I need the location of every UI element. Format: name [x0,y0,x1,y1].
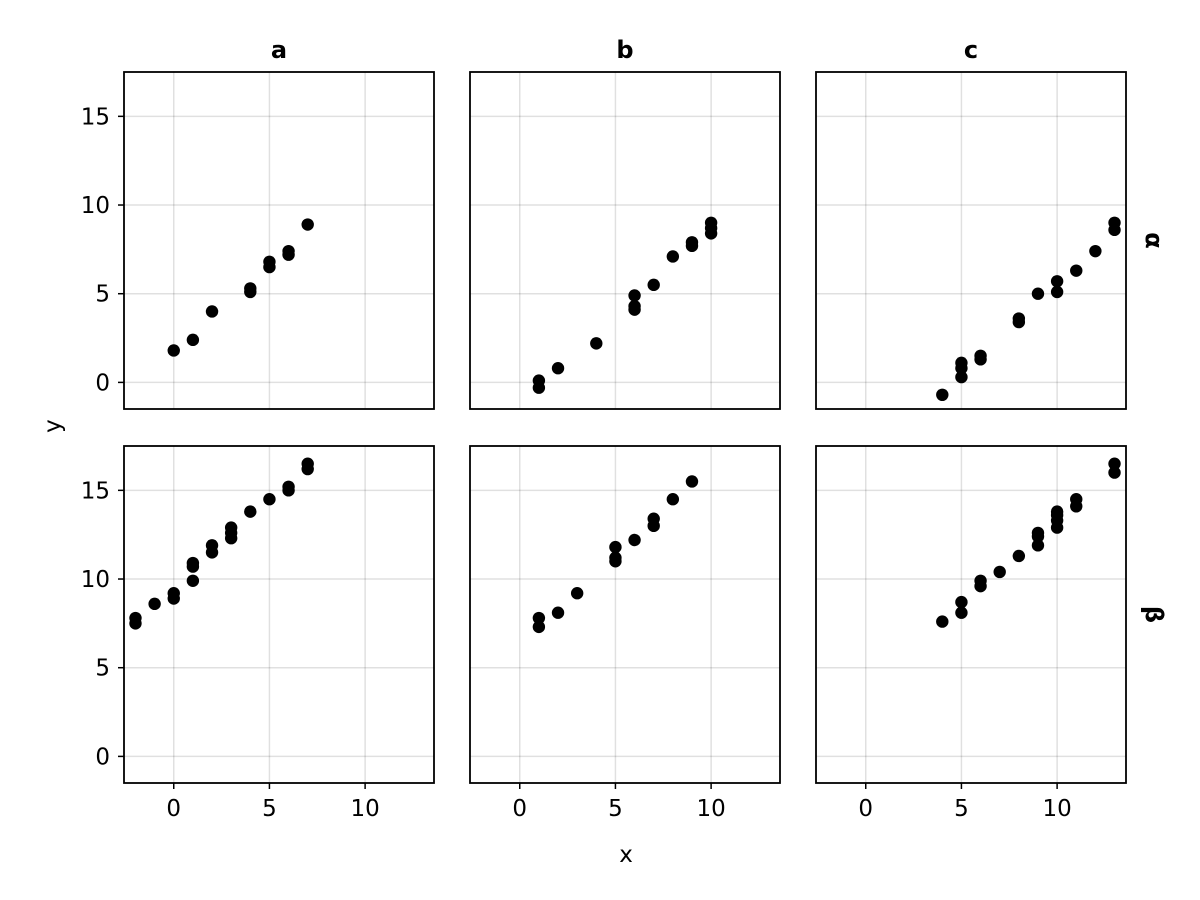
data-point [1012,312,1026,325]
data-point [532,611,546,625]
data-point [186,333,200,347]
data-point [186,574,200,587]
data-point [532,374,546,387]
data-point [129,611,142,625]
data-point [974,349,987,362]
data-point [1070,493,1083,506]
data-point [1070,264,1083,277]
data-point [244,505,257,518]
row-title-β: β [1140,606,1168,623]
y-tick-label: 0 [95,744,110,770]
data-point [955,595,968,609]
data-point [666,493,680,506]
data-point [282,480,295,493]
y-tick-label: 15 [81,478,110,504]
x-tick-label: 10 [1042,796,1071,822]
data-point [148,597,161,611]
data-point [685,236,699,249]
data-point [1108,466,1121,479]
x-tick-label: 0 [858,796,873,822]
data-point [590,337,603,350]
x-tick-label: 10 [350,796,379,822]
data-point [301,218,314,231]
panel-frame [469,445,781,784]
data-point [551,606,565,619]
panel-α-c: cα [815,36,1168,410]
data-point [666,250,680,263]
y-tick-label: 15 [81,104,110,130]
y-tick-label: 0 [95,370,110,396]
data-point [532,620,546,634]
data-point [1012,549,1026,563]
data-point [647,278,660,292]
y-tick-label: 10 [81,193,110,219]
data-point [685,475,699,488]
column-title-b: b [616,36,633,64]
data-point [704,216,718,229]
data-point [628,289,641,302]
data-point [628,533,641,547]
data-point [609,540,622,554]
data-point [205,305,219,318]
x-tick-label: 5 [262,796,277,822]
data-point [282,244,295,258]
data-point [263,493,276,506]
data-point [1089,244,1102,258]
data-point [551,362,565,375]
data-point [1031,539,1045,552]
panel-frame [469,71,781,410]
panel-frame [123,445,435,784]
data-point [974,574,987,587]
data-point [167,587,180,600]
data-point [301,457,314,470]
data-point [1050,275,1064,288]
data-point [1031,287,1045,300]
data-point [993,565,1006,579]
column-title-c: c [964,36,978,64]
y-axis-label: y [40,419,66,433]
data-point [609,551,622,564]
data-point [936,615,949,628]
panel-frame [815,71,1127,410]
panel-β-a: 0 5 10 15 0 5 10 [81,445,435,822]
data-point [955,606,968,619]
x-tick-label: 0 [512,796,527,822]
y-tick-label: 10 [81,567,110,593]
data-point [628,299,641,313]
data-point [1031,526,1045,540]
y-tick-label: 5 [95,656,110,682]
data-point [244,282,257,295]
x-tick-label: 5 [608,796,623,822]
data-point [1050,285,1064,299]
panel-frame [815,445,1127,784]
data-point [186,556,200,570]
panel-α-b: b [469,36,781,410]
y-tick-label: 5 [95,282,110,308]
column-title-a: a [271,36,287,64]
data-point [205,539,219,552]
panel-β-c: 0 5 10 β [815,445,1168,822]
data-point [570,587,584,600]
data-point [167,344,180,357]
data-point [936,388,949,402]
panel-β-b: 0 5 10 [469,445,781,822]
x-tick-label: 5 [954,796,969,822]
x-tick-label: 0 [166,796,181,822]
data-point [1050,505,1064,518]
x-axis-label: x [619,842,633,868]
data-point [224,521,238,534]
x-tick-label: 10 [696,796,725,822]
data-point [955,356,968,370]
data-point [263,255,276,268]
row-title-α: α [1140,232,1168,249]
data-point [647,512,660,525]
panel-frame [123,71,435,410]
data-point [955,370,968,384]
data-point [1108,457,1121,470]
data-point [1108,216,1121,229]
panel-α-a: 0 5 10 15 a [81,36,435,410]
